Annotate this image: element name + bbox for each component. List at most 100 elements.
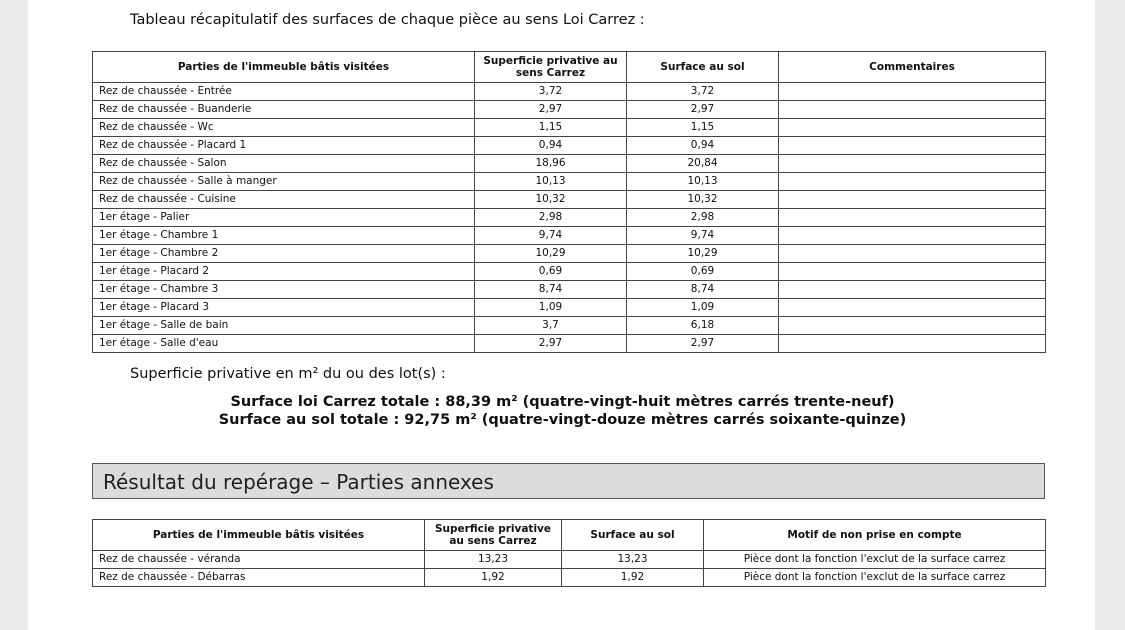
table-cell: 8,74	[626, 280, 779, 299]
table-cell: 8,74	[474, 280, 627, 299]
table-row: Rez de chaussée - Buanderie 2,97 2,97	[92, 100, 1046, 119]
table-row: 1er étage - Chambre 2 10,29 10,29	[92, 244, 1046, 263]
table-cell	[778, 118, 1046, 137]
table-cell: 2,97	[626, 100, 779, 119]
table-row: 1er étage - Salle de bain 3,7 6,18	[92, 316, 1046, 335]
table-cell: Rez de chaussée - Débarras	[92, 568, 425, 587]
table-cell: Pièce dont la fonction l'exclut de la su…	[703, 568, 1046, 587]
table-cell	[778, 100, 1046, 119]
table-cell	[778, 334, 1046, 353]
table-cell: 1,09	[474, 298, 627, 317]
table-cell: 1er étage - Salle de bain	[92, 316, 475, 335]
table-cell: 20,84	[626, 154, 779, 173]
table-cell: 1,15	[474, 118, 627, 137]
table-cell: 10,13	[626, 172, 779, 191]
table-cell: Rez de chaussée - Entrée	[92, 82, 475, 101]
table-cell: 3,7	[474, 316, 627, 335]
table-cell: Rez de chaussée - Wc	[92, 118, 475, 137]
table-row: 1er étage - Placard 2 0,69 0,69	[92, 262, 1046, 281]
table-cell	[778, 298, 1046, 317]
header-row: Parties de l'immeuble bâtis visitées Supe…	[92, 51, 1046, 83]
table-cell: 10,13	[474, 172, 627, 191]
table-cell: 1er étage - Chambre 1	[92, 226, 475, 245]
table-cell: Rez de chaussée - Buanderie	[92, 100, 475, 119]
table-cell: 3,72	[474, 82, 627, 101]
table-cell	[778, 208, 1046, 227]
header-cell: Superficie privative au sens Carrez	[424, 519, 562, 551]
table-cell: 2,97	[474, 334, 627, 353]
table-cell: 2,97	[474, 100, 627, 119]
table-cell: 18,96	[474, 154, 627, 173]
table-cell: 1er étage - Chambre 2	[92, 244, 475, 263]
table-cell: 3,72	[626, 82, 779, 101]
table-cell	[778, 190, 1046, 209]
table-cell: 0,94	[474, 136, 627, 155]
table-cell	[778, 316, 1046, 335]
table-cell: Rez de chaussée - Placard 1	[92, 136, 475, 155]
table-cell: 13,23	[424, 550, 562, 569]
header-cell: Motif de non prise en compte	[703, 519, 1046, 551]
header-row: Parties de l'immeuble bâtis visitées Supe…	[92, 519, 1046, 551]
intro-text: Tableau récapitulatif des surfaces de ch…	[130, 12, 645, 28]
table-cell: 9,74	[626, 226, 779, 245]
table-cell: Rez de chaussée - Salon	[92, 154, 475, 173]
section-title: Résultat du repérage – Parties annexes	[92, 463, 1045, 499]
header-cell: Parties de l'immeuble bâtis visitées	[92, 51, 475, 83]
table-row: Rez de chaussée - Entrée 3,72 3,72	[92, 82, 1046, 101]
table-row: 1er étage - Chambre 1 9,74 9,74	[92, 226, 1046, 245]
header-cell: Commentaires	[778, 51, 1046, 83]
table-cell: 1er étage - Chambre 3	[92, 280, 475, 299]
surface-table: Parties de l'immeuble bâtis visitées Supe…	[92, 51, 1046, 353]
table-cell: 0,69	[626, 262, 779, 281]
table-cell: Rez de chaussée - Salle à manger	[92, 172, 475, 191]
table-row: Rez de chaussée - Placard 1 0,94 0,94	[92, 136, 1046, 155]
table-row: Rez de chaussée - Cuisine 10,32 10,32	[92, 190, 1046, 209]
table-cell: 1,92	[424, 568, 562, 587]
table-cell: 0,94	[626, 136, 779, 155]
table-cell: 2,97	[626, 334, 779, 353]
table-row: 1er étage - Salle d'eau 2,97 2,97	[92, 334, 1046, 353]
table-row: Rez de chaussée - Salle à manger 10,13 10,…	[92, 172, 1046, 191]
header-cell: Parties de l'immeuble bâtis visitées	[92, 519, 425, 551]
header-cell: Superficie privative au sens Carrez	[474, 51, 627, 83]
table-row: Rez de chaussée - Salon 18,96 20,84	[92, 154, 1046, 173]
table-cell	[778, 82, 1046, 101]
table-row: 1er étage - Palier 2,98 2,98	[92, 208, 1046, 227]
table-cell: 0,69	[474, 262, 627, 281]
table-cell: 6,18	[626, 316, 779, 335]
table-cell: Rez de chaussée - véranda	[92, 550, 425, 569]
annex-table: Parties de l'immeuble bâtis visitées Supe…	[92, 519, 1046, 587]
table-cell: 10,32	[626, 190, 779, 209]
table-cell: 1,92	[561, 568, 704, 587]
total-sol: Surface au sol totale : 92,75 m² (quatre…	[218, 412, 907, 428]
table-cell	[778, 262, 1046, 281]
header-cell: Surface au sol	[561, 519, 704, 551]
table-cell: 2,98	[626, 208, 779, 227]
table-cell: 10,32	[474, 190, 627, 209]
table-cell: Pièce dont la fonction l'exclut de la su…	[703, 550, 1046, 569]
table-cell	[778, 244, 1046, 263]
table-row: Rez de chaussée - Wc 1,15 1,15	[92, 118, 1046, 137]
table-row: Rez de chaussée - véranda 13,23 13,23 Pièce…	[92, 550, 1046, 569]
table-cell: 1er étage - Placard 2	[92, 262, 475, 281]
table-cell	[778, 226, 1046, 245]
table-cell	[778, 280, 1046, 299]
table-cell: 13,23	[561, 550, 704, 569]
table-cell: 1er étage - Palier	[92, 208, 475, 227]
table-cell	[778, 154, 1046, 173]
table-row: Rez de chaussée - Débarras 1,92 1,92 Pièce …	[92, 568, 1046, 587]
table-cell: 1er étage - Salle d'eau	[92, 334, 475, 353]
table-cell	[778, 136, 1046, 155]
table-cell: 9,74	[474, 226, 627, 245]
table-cell: 10,29	[474, 244, 627, 263]
table-cell: 2,98	[474, 208, 627, 227]
table-cell: 10,29	[626, 244, 779, 263]
total-carrez: Surface loi Carrez totale : 88,39 m² (qu…	[230, 394, 895, 410]
table-row: 1er étage - Placard 3 1,09 1,09	[92, 298, 1046, 317]
header-cell: Surface au sol	[626, 51, 779, 83]
table-cell: 1,09	[626, 298, 779, 317]
table-cell: 1er étage - Placard 3	[92, 298, 475, 317]
table-row: 1er étage - Chambre 3 8,74 8,74	[92, 280, 1046, 299]
table-cell: Rez de chaussée - Cuisine	[92, 190, 475, 209]
